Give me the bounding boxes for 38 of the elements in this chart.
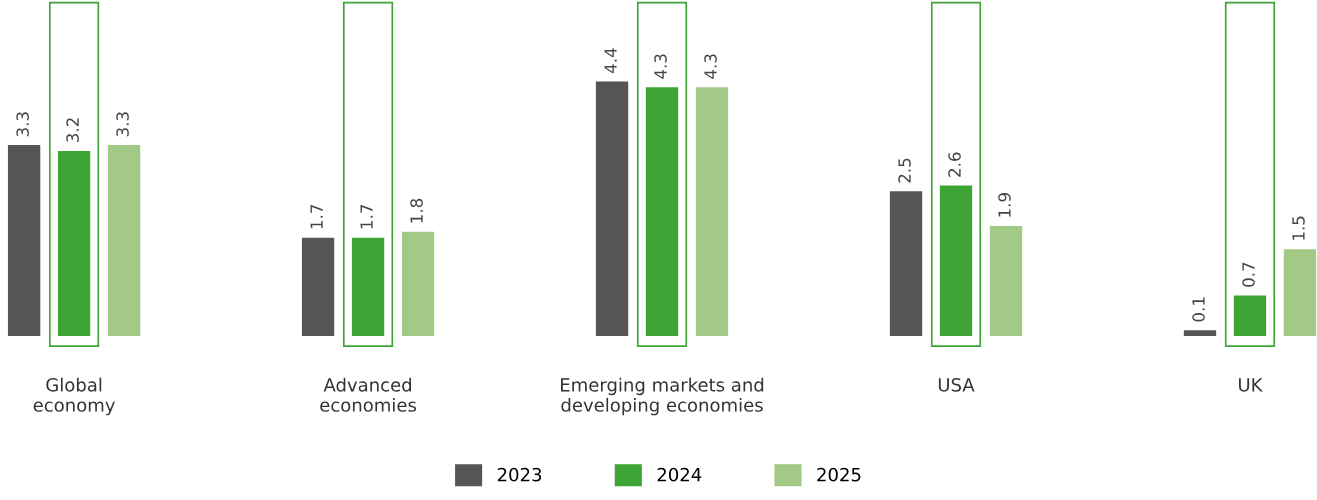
- x-tick-label: UK: [1239, 378, 1263, 392]
- x-tick-label: Global economy: [33, 377, 115, 416]
- x-tick-label: Emerging markets and developing economies: [561, 377, 764, 416]
- bar: [1233, 295, 1267, 336]
- data-label: 0.1: [1192, 297, 1205, 322]
- bar: [889, 191, 923, 336]
- data-label: 1.8: [410, 198, 423, 223]
- bar: [7, 145, 41, 336]
- x-tick-label: Advanced economies: [320, 377, 417, 412]
- bar: [301, 237, 335, 336]
- data-label: 4.3: [654, 54, 667, 79]
- data-label: 1.9: [998, 193, 1011, 217]
- data-label: 3.3: [116, 112, 129, 137]
- bar: [401, 231, 435, 336]
- bar: [989, 226, 1023, 336]
- bar: [57, 150, 91, 336]
- bar: [107, 145, 141, 336]
- bar: [595, 81, 629, 336]
- data-label: 3.3: [16, 112, 29, 137]
- data-label: 2.6: [948, 152, 961, 177]
- legend-label: 2023: [497, 467, 542, 482]
- bar: [645, 87, 679, 336]
- data-label: 4.3: [704, 54, 717, 79]
- x-tick-label: USA: [938, 377, 975, 392]
- legend-label: 2025: [817, 467, 861, 482]
- data-label: 2.5: [898, 158, 911, 183]
- data-label: 0.7: [1242, 262, 1255, 287]
- data-label: 1.7: [310, 204, 323, 229]
- data-label: 1.5: [1292, 216, 1305, 240]
- data-label: 3.2: [66, 118, 79, 142]
- bar: [695, 87, 729, 336]
- data-label: 4.4: [604, 48, 617, 73]
- bar: [351, 237, 385, 336]
- legend-label: 2024: [657, 467, 702, 482]
- bar: [1183, 330, 1217, 336]
- bar: [1283, 249, 1317, 336]
- data-label: 1.7: [360, 204, 373, 229]
- bar: [939, 185, 973, 336]
